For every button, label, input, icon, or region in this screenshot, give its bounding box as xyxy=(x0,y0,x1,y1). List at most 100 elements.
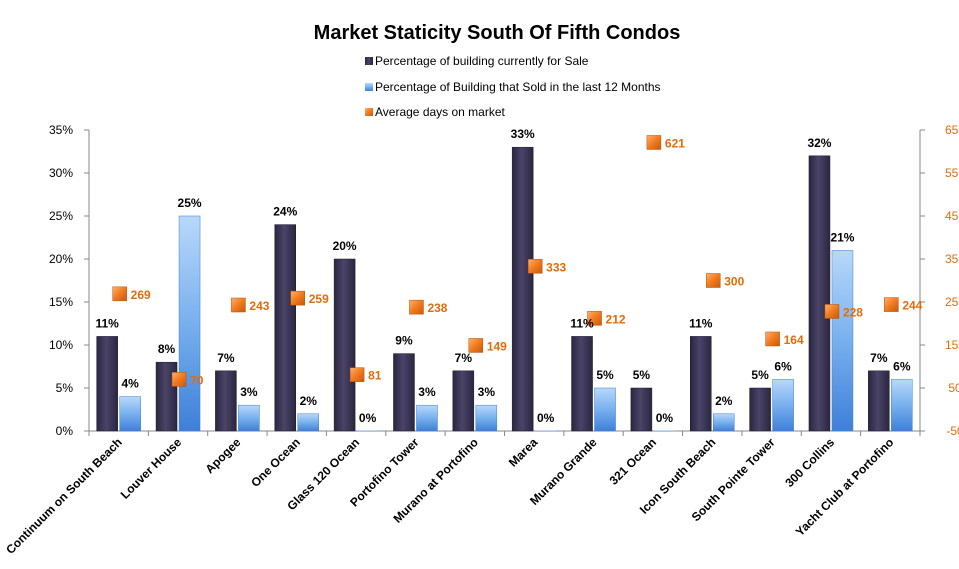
x-category-label: Louver House xyxy=(118,435,185,502)
bar-for-sale xyxy=(749,387,771,432)
y-right-tick-label: 250 xyxy=(945,295,959,309)
x-category-label: One Ocean xyxy=(248,435,303,490)
x-category-label: Continuum on South Beach xyxy=(3,435,125,557)
marker-days-on-market xyxy=(231,297,246,313)
bar-for-sale xyxy=(333,258,356,432)
bar-for-sale xyxy=(274,224,296,432)
label-for-sale: 7% xyxy=(217,351,235,365)
label-days-on-market: 149 xyxy=(487,339,507,353)
bar-sold xyxy=(831,250,854,432)
x-category-label: 321 Ocean xyxy=(607,435,659,487)
label-for-sale: 5% xyxy=(751,368,769,382)
label-days-on-market: 238 xyxy=(427,301,447,315)
legend-label-for-sale: Percentage of building currently for Sal… xyxy=(375,54,589,68)
label-sold: 5% xyxy=(596,368,614,382)
marker-days-on-market xyxy=(112,286,127,302)
label-for-sale: 7% xyxy=(455,351,473,365)
y-left-tick-label: 30% xyxy=(49,166,73,180)
bar-sold xyxy=(713,413,735,432)
label-for-sale: 5% xyxy=(633,368,651,382)
label-sold: 2% xyxy=(300,394,318,408)
label-days-on-market: 212 xyxy=(606,312,626,326)
x-category-label: Apogee xyxy=(202,435,243,476)
marker-days-on-market xyxy=(527,259,543,274)
legend: Percentage of building currently for Sal… xyxy=(365,54,661,119)
label-sold: 4% xyxy=(122,377,140,391)
y-left-tick-label: 35% xyxy=(49,123,73,137)
bar-sold xyxy=(891,379,913,432)
label-days-on-market: 244 xyxy=(902,299,922,313)
bar-for-sale xyxy=(393,353,415,432)
chart-title: Market Staticity South Of Fifth Condos xyxy=(314,22,681,44)
label-sold: 0% xyxy=(537,411,555,425)
label-days-on-market: 259 xyxy=(309,292,329,306)
label-sold: 6% xyxy=(893,359,911,373)
label-sold: 3% xyxy=(418,385,436,399)
y-right-tick-label: 150 xyxy=(945,338,959,352)
y-right-tick-label: 350 xyxy=(945,252,959,266)
label-for-sale: 11% xyxy=(95,316,119,330)
y-right-tick-label: 650 xyxy=(945,123,959,137)
bar-for-sale xyxy=(215,370,237,432)
marker-days-on-market xyxy=(587,311,602,326)
marker-days-on-market xyxy=(884,297,899,312)
y-right-tick-label: 550 xyxy=(945,166,959,180)
bar-sold xyxy=(416,404,438,432)
marker-days-on-market xyxy=(706,273,721,288)
y-right-tick-label: -50 xyxy=(946,424,959,438)
bar-for-sale xyxy=(452,370,475,432)
bar-sold xyxy=(357,430,379,431)
bar-sold xyxy=(653,430,675,431)
x-category-label: 300 Collins xyxy=(782,435,837,490)
markers xyxy=(112,135,899,387)
legend-swatch-sold xyxy=(365,83,373,91)
label-sold: 2% xyxy=(715,394,733,408)
bar-sold xyxy=(238,404,260,432)
bar-sold xyxy=(772,379,794,432)
label-for-sale: 11% xyxy=(689,316,713,330)
bar-for-sale xyxy=(630,387,653,432)
bar-for-sale xyxy=(868,370,890,432)
bar-for-sale xyxy=(690,336,712,432)
label-days-on-market: 228 xyxy=(843,305,863,319)
label-days-on-market: 164 xyxy=(784,333,804,347)
marker-days-on-market xyxy=(409,299,424,315)
y-left-tick-label: 20% xyxy=(49,252,73,266)
y-left-tick-label: 15% xyxy=(49,295,73,309)
label-for-sale: 8% xyxy=(158,342,176,356)
marker-days-on-market xyxy=(824,304,840,319)
bar-sold xyxy=(535,430,557,431)
x-category-label: Marea xyxy=(506,435,541,470)
bar-for-sale xyxy=(96,336,118,432)
marker-days-on-market xyxy=(349,367,365,382)
legend-label-days: Average days on market xyxy=(375,105,506,119)
label-sold: 25% xyxy=(178,196,202,210)
x-category-label: Yacht Club at Portofino xyxy=(793,435,897,539)
y-left-tick-label: 10% xyxy=(49,338,73,352)
bar-for-sale xyxy=(571,336,593,432)
label-for-sale: 11% xyxy=(570,316,594,330)
label-for-sale: 32% xyxy=(807,136,831,150)
marker-days-on-market xyxy=(468,338,484,353)
legend-swatch-for-sale xyxy=(365,57,373,65)
marker-days-on-market xyxy=(290,290,305,306)
label-for-sale: 9% xyxy=(395,334,413,348)
marker-days-on-market xyxy=(171,372,187,387)
label-sold: 3% xyxy=(478,385,496,399)
label-days-on-market: 243 xyxy=(249,299,269,313)
legend-label-sold: Percentage of Building that Sold in the … xyxy=(375,80,661,94)
y-left-tick-label: 5% xyxy=(56,381,74,395)
y-left-tick-label: 25% xyxy=(49,209,73,223)
label-sold: 21% xyxy=(830,230,854,244)
y-right-tick-label: 50 xyxy=(948,381,959,395)
bar-sold xyxy=(475,404,498,432)
label-sold: 0% xyxy=(359,411,377,425)
label-for-sale: 24% xyxy=(273,205,297,219)
bars xyxy=(96,146,913,432)
marker-days-on-market xyxy=(646,135,662,150)
marker-days-on-market xyxy=(765,331,780,347)
bar-for-sale xyxy=(808,155,831,432)
label-sold: 0% xyxy=(656,411,674,425)
